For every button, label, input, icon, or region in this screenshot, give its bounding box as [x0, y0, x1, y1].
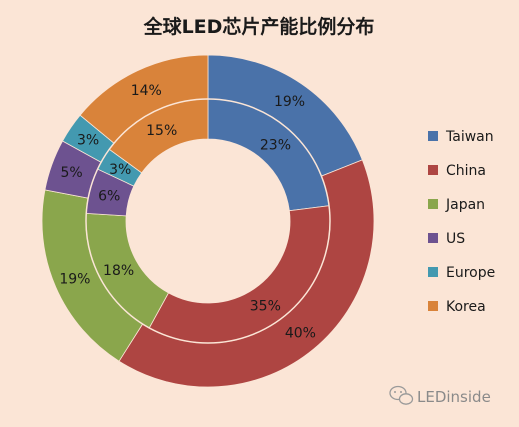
inner-label-japan: 18%: [103, 263, 134, 279]
legend: Taiwan China Japan US Europe Korea: [428, 129, 495, 315]
legend-swatch-us: [428, 233, 438, 243]
legend-swatch-japan: [428, 199, 438, 209]
legend-label-china: China: [446, 163, 486, 179]
outer-label-japan: 19%: [59, 272, 90, 288]
legend-swatch-korea: [428, 301, 438, 311]
watermark: LEDinside: [389, 385, 491, 406]
legend-label-japan: Japan: [445, 197, 485, 213]
legend-label-korea: Korea: [446, 299, 486, 315]
wechat-icon: [389, 385, 414, 405]
inner-label-korea: 15%: [146, 123, 177, 139]
legend-label-taiwan: Taiwan: [445, 129, 494, 145]
legend-swatch-europe: [428, 267, 438, 277]
inner-label-taiwan: 23%: [260, 137, 291, 153]
legend-label-europe: Europe: [446, 265, 495, 281]
chart-title: 全球LED芯片产能比例分布: [143, 15, 375, 38]
outer-slice-china: [118, 159, 375, 388]
legend-label-us: US: [446, 231, 465, 247]
outer-label-china: 40%: [285, 326, 316, 342]
data-labels: 19% 40% 19% 5% 3% 14% 23% 35% 18% 6% 3% 15%: [59, 83, 316, 342]
inner-label-us: 6%: [98, 189, 120, 205]
legend-swatch-china: [428, 165, 438, 175]
outer-label-us: 5%: [60, 165, 82, 181]
ring-separator: [85, 98, 331, 344]
inner-label-europe: 3%: [109, 162, 131, 178]
inner-label-china: 35%: [250, 298, 281, 314]
watermark-text: LEDinside: [417, 388, 491, 406]
chart-rings: [41, 54, 375, 388]
outer-label-taiwan: 19%: [274, 94, 305, 110]
outer-label-europe: 3%: [77, 132, 99, 148]
outer-label-korea: 14%: [131, 83, 162, 99]
legend-swatch-taiwan: [428, 131, 438, 141]
